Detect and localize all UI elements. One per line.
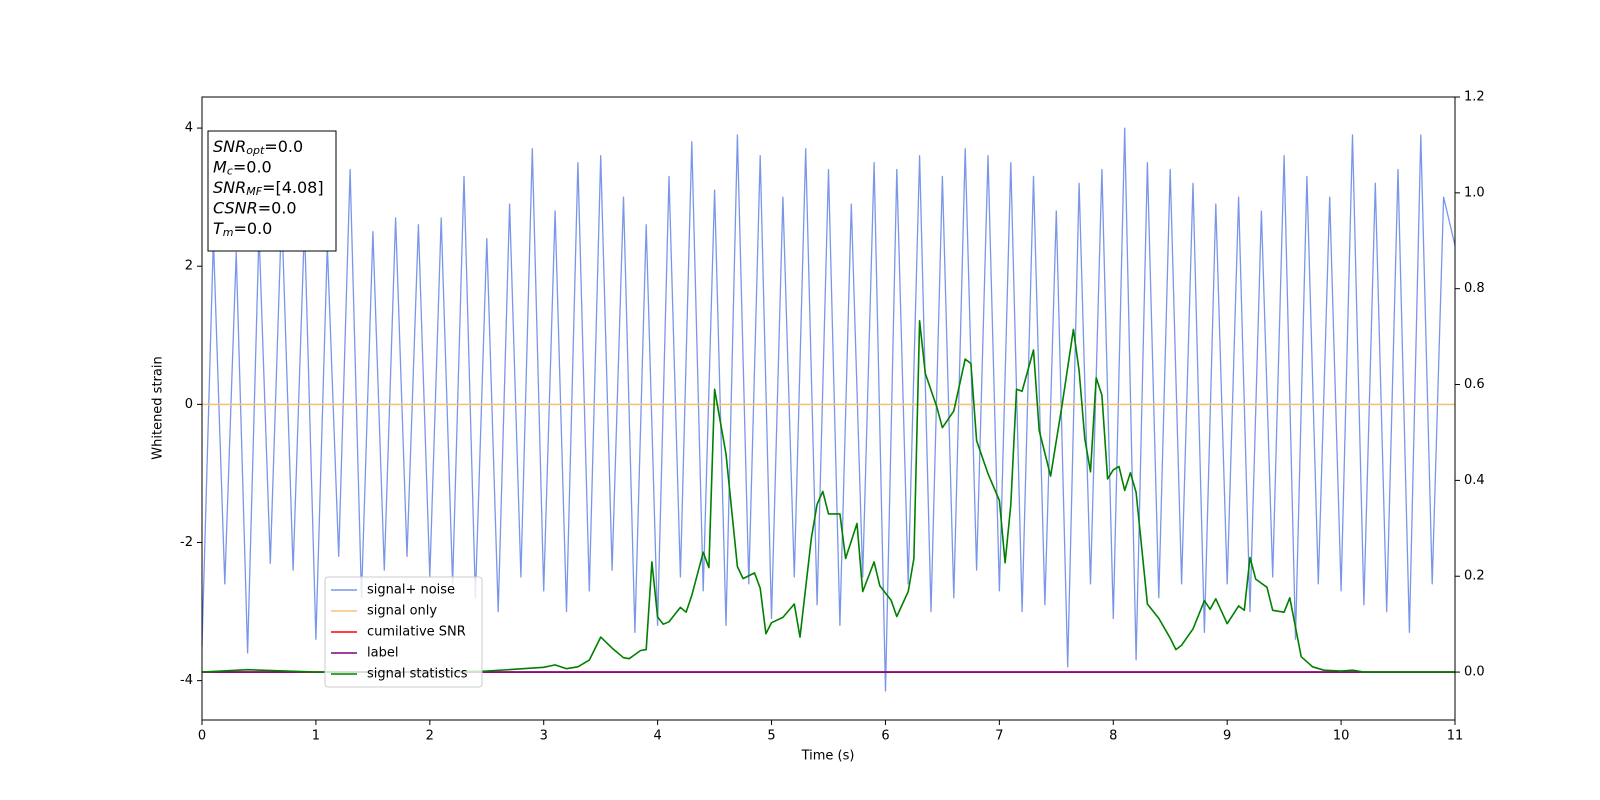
legend-label: signal only [367,604,437,619]
annotation-value: =0.0 [258,198,297,217]
annotation-box [207,130,337,252]
legend-label: cumilative SNR [367,625,466,640]
y-tick-label: 2 [185,259,193,274]
x-tick-label: 9 [1223,729,1231,744]
x-axis-label: Time (s) [801,749,855,764]
x-tick-label: 6 [881,729,889,744]
annotation-sub: opt [246,144,265,157]
x-tick-label: 1 [312,729,320,744]
x-tick-label: 11 [1447,729,1464,744]
plot-frame [201,96,1456,721]
annotation-name: T [213,219,224,238]
y-tick-label: -4 [180,673,193,688]
annotation-line: Mc=0.0 [213,157,272,178]
y-tick-label: 4 [185,121,193,136]
x-tick-label: 8 [1109,729,1117,744]
y2-tick-label: 0.0 [1464,665,1485,680]
x-tick-label: 10 [1333,729,1350,744]
x-tick-label: 2 [426,729,434,744]
y2-tick-label: 0.8 [1464,281,1485,296]
annotation-line: CSNR=0.0 [213,198,297,217]
y-axis-label: Whitened strain [151,356,166,459]
legend-label: label [367,646,398,661]
x-tick-label: 0 [198,729,206,744]
annotation-line: SNRopt=0.0 [213,137,303,158]
annotation-name: SNR [213,137,246,156]
annotation-value: =0.0 [234,219,273,238]
x-tick-label: 7 [995,729,1003,744]
y2-tick-label: 0.2 [1464,569,1485,584]
annotation-value: =[4.08] [262,178,324,197]
x-tick-label: 4 [653,729,661,744]
annotation-line: Tm=0.0 [213,219,272,240]
legend-label: signal+ noise [367,583,455,598]
legend-label: signal statistics [367,667,468,682]
legend-box [324,576,483,688]
series-line [201,320,1455,673]
y2-tick-label: 1.0 [1464,185,1485,200]
y-tick-label: 0 [185,397,193,412]
y2-tick-label: 0.4 [1464,473,1485,488]
annotation-name: M [213,157,227,176]
annotation-name: SNR [213,178,246,197]
annotation-value: =0.0 [233,157,272,176]
series-line [201,127,1456,692]
y2-tick-label: 1.2 [1464,90,1485,105]
y2-tick-label: 0.6 [1464,377,1485,392]
annotation-sub: MF [246,185,262,198]
annotation-value: =0.0 [264,137,303,156]
x-tick-label: 5 [767,729,775,744]
x-tick-label: 3 [540,729,548,744]
annotation-sub: c [227,165,233,178]
y-tick-label: -2 [180,535,193,550]
annotation-sub: m [223,226,234,239]
annotation-name: CSNR [213,198,258,217]
annotation-line: SNRMF=[4.08] [213,178,324,199]
